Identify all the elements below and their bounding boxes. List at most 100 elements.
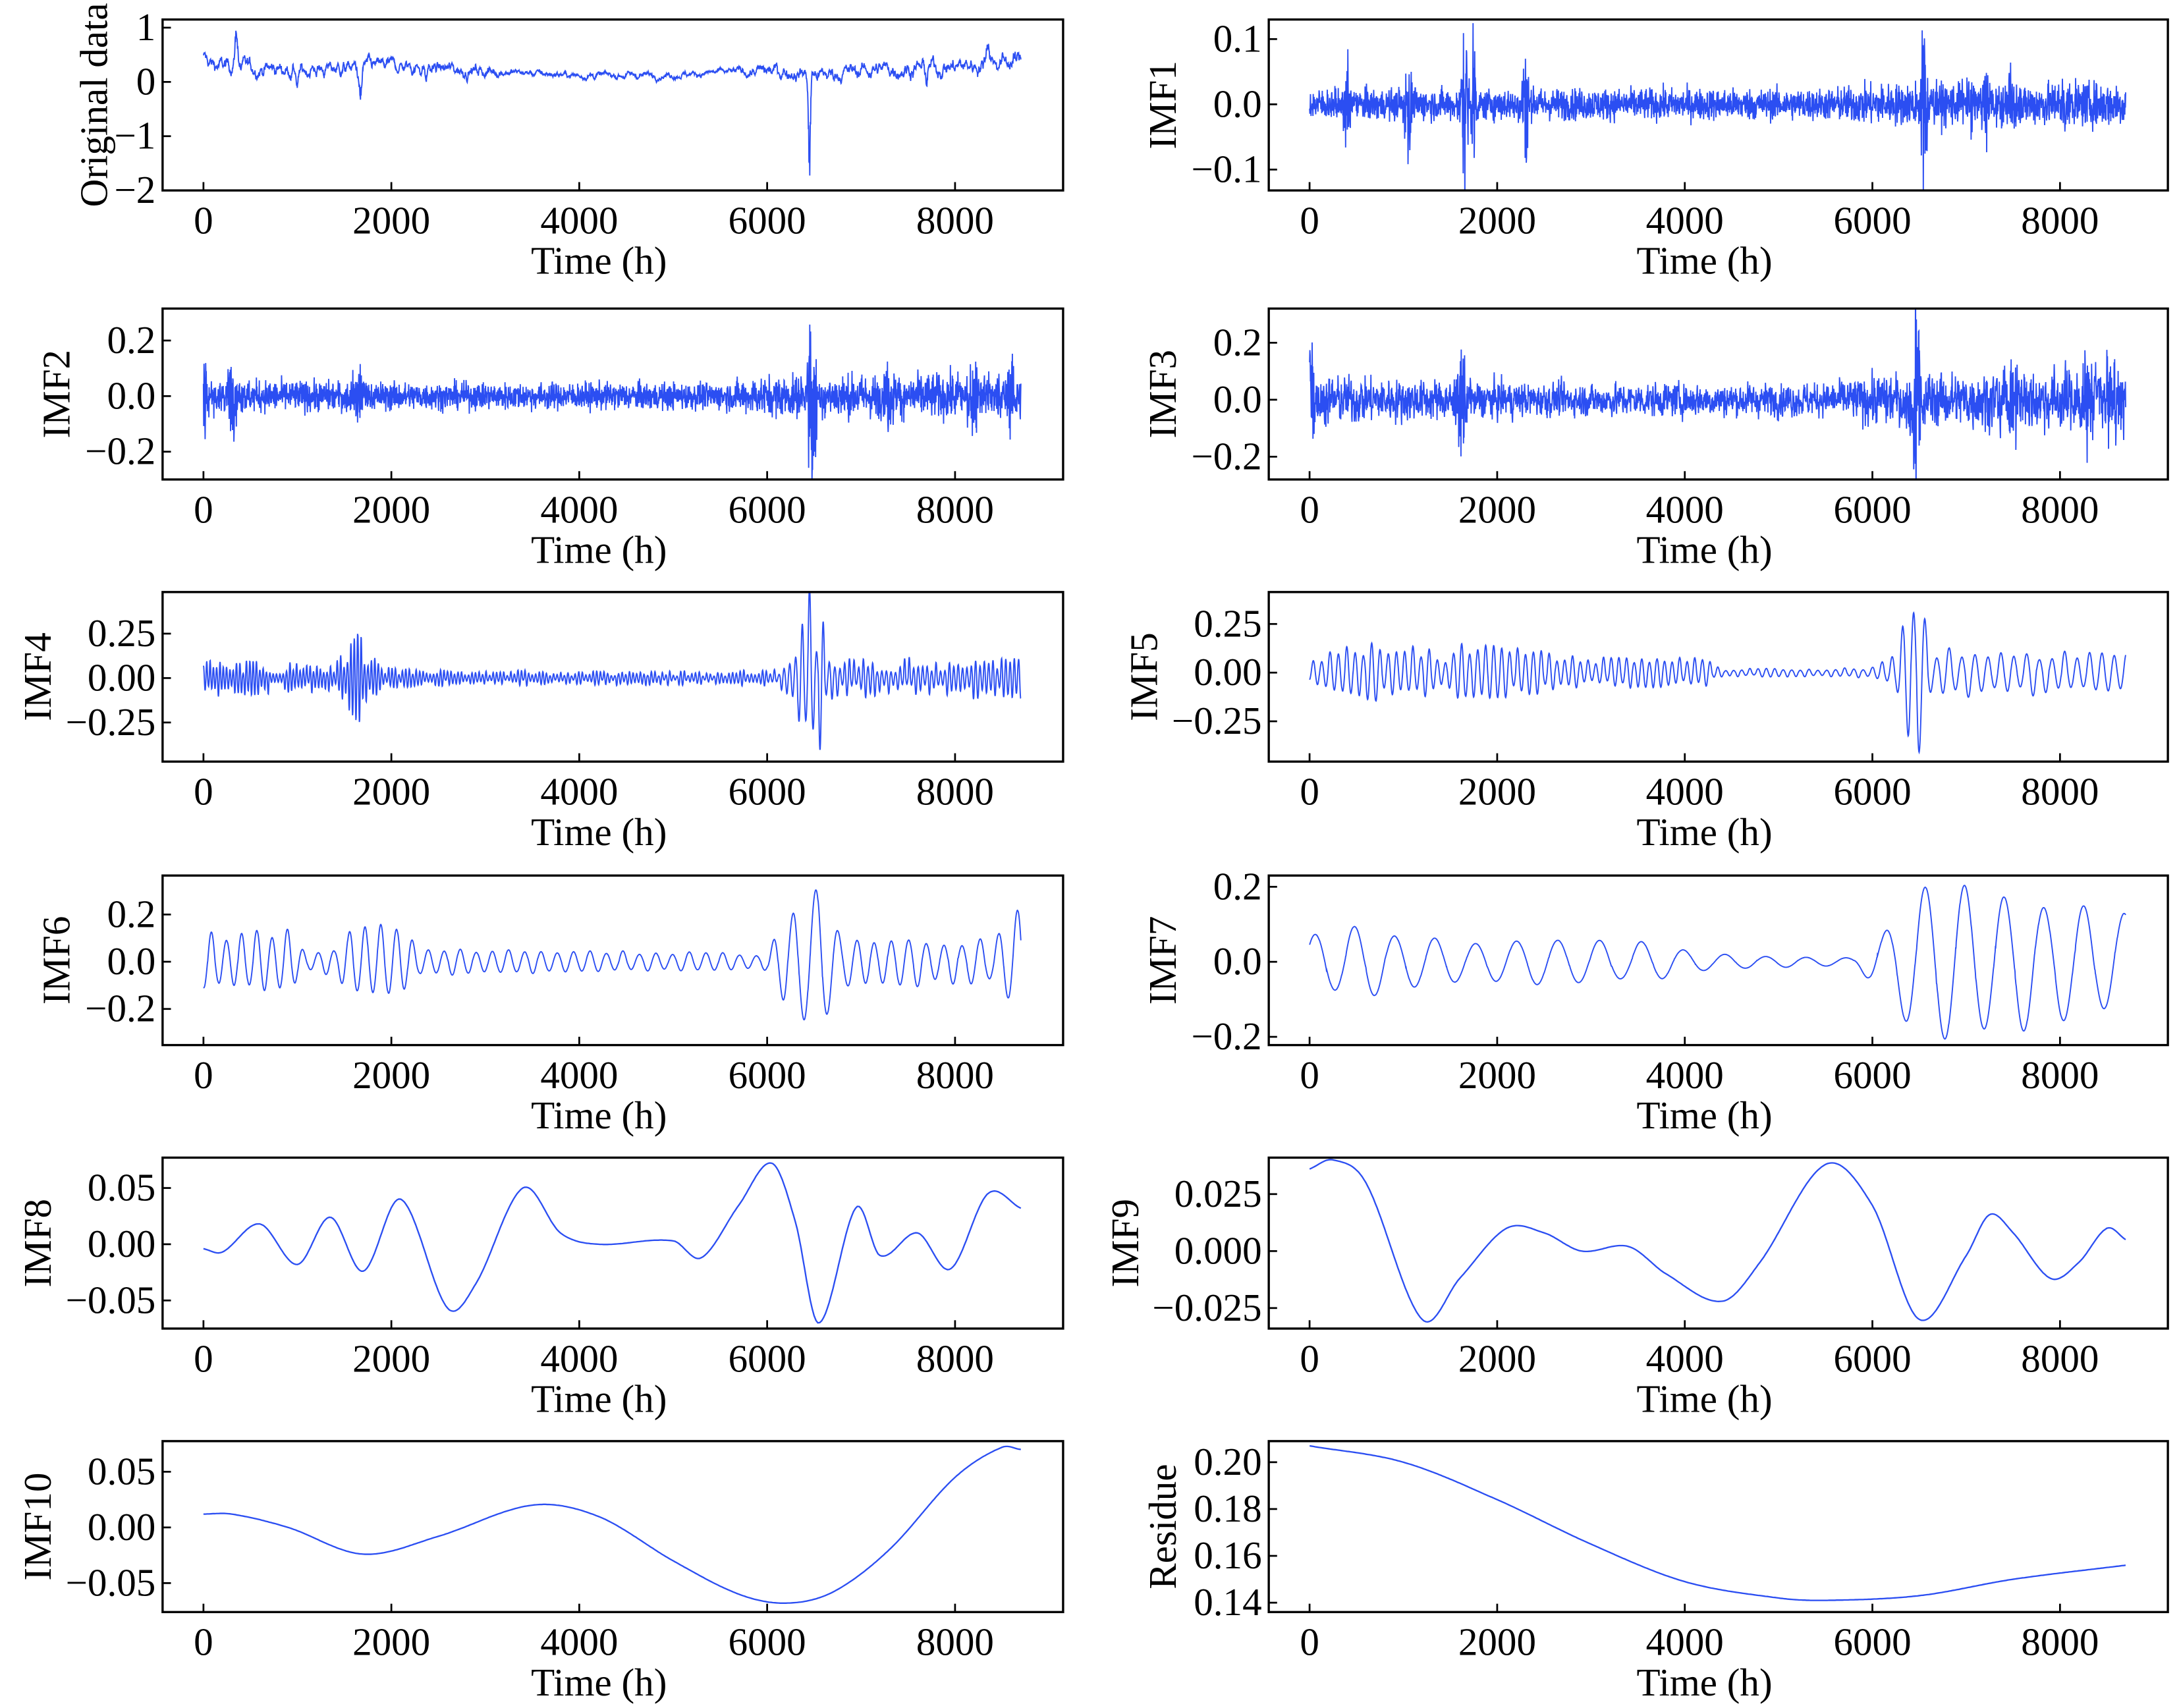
y-tick-label: −0.1: [1191, 147, 1261, 190]
data-series-line: [1309, 885, 2126, 1040]
data-series-line: [203, 1162, 1022, 1324]
x-tick-label: 8000: [916, 487, 994, 531]
y-axis-label: IMF10: [16, 1473, 59, 1581]
x-axis-label: Time (h): [1636, 1661, 1772, 1704]
y-tick-label: 0.2: [107, 892, 155, 935]
x-tick-label: 2000: [1458, 1053, 1536, 1097]
x-tick-label: 8000: [2021, 770, 2099, 813]
x-tick-label: 6000: [1833, 1336, 1911, 1380]
x-tick-label: 4000: [1646, 1336, 1724, 1380]
x-axis-label: Time (h): [1636, 1377, 1772, 1421]
x-tick-label: 0: [194, 1336, 213, 1380]
data-series-line: [202, 592, 1022, 750]
x-tick-label: 2000: [352, 1336, 430, 1380]
subplot-imf1: 0 2000 4000 6000 8000 −0.1 0.0 0.1 Time (h) IMF1: [1141, 16, 2169, 283]
y-tick-label: 0.025: [1174, 1172, 1262, 1215]
x-axis-label: Time (h): [531, 1377, 667, 1421]
y-tick-label: 0.2: [1213, 320, 1262, 364]
data-series-line: [1309, 1445, 2126, 1601]
x-tick-label: 6000: [1833, 487, 1911, 531]
data-series-line: [202, 30, 1022, 176]
x-tick-label: 0: [1300, 1336, 1319, 1380]
x-tick-label: 4000: [540, 770, 618, 813]
y-tick-label: 0.0: [107, 939, 155, 983]
data-series-line: [1309, 1159, 2126, 1323]
axes-frame: [1267, 591, 2169, 763]
x-tick-label: 2000: [352, 770, 430, 813]
y-axis-label: IMF3: [1141, 350, 1184, 439]
subplot-imf2: 0 2000 4000 6000 8000 −0.2 0.0 0.2 Time (h) IMF2: [34, 307, 1064, 572]
x-tick-label: 8000: [2021, 1336, 2099, 1380]
x-tick-label: 8000: [2021, 1053, 2099, 1097]
x-tick-label: 8000: [916, 199, 994, 242]
y-tick-label: 0.05: [88, 1449, 155, 1493]
y-axis-label: Residue: [1141, 1464, 1184, 1589]
x-tick-label: 2000: [352, 487, 430, 531]
x-tick-label: 6000: [1833, 199, 1911, 242]
subplot-imf4: 0 2000 4000 6000 8000 −0.250.000.25 Time (h) IM…: [16, 591, 1064, 854]
y-tick-label: 0.25: [1194, 601, 1261, 645]
y-axis-label: IMF2: [34, 350, 78, 439]
y-tick-label: 0.25: [88, 611, 155, 655]
axes-frame: [1267, 1440, 2169, 1614]
y-tick-label: 0.20: [1194, 1440, 1261, 1483]
x-tick-label: 6000: [729, 1053, 806, 1097]
x-tick-label: 4000: [1646, 487, 1724, 531]
y-tick-label: −1: [114, 114, 155, 157]
subplot-imf3: 0 2000 4000 6000 8000 −0.2 0.0 0.2 Time (h) IMF3: [1141, 307, 2169, 572]
x-tick-label: 4000: [1646, 1620, 1724, 1664]
y-tick-label: 0.0: [107, 373, 155, 417]
y-tick-label: 0.16: [1194, 1533, 1261, 1577]
axes-frame: [161, 1156, 1064, 1330]
x-tick-label: 4000: [540, 487, 618, 531]
x-tick-label: 0: [194, 199, 213, 242]
y-axis-label: IMF4: [16, 632, 59, 721]
x-tick-label: 2000: [1458, 1336, 1536, 1380]
subplot-imf7: 0 2000 4000 6000 8000 −0.2 0.0 0.2 Time (h) IMF7: [1141, 864, 2169, 1137]
x-tick-label: 8000: [2021, 199, 2099, 242]
x-tick-label: 6000: [1833, 1053, 1911, 1097]
x-tick-label: 8000: [916, 1620, 994, 1664]
x-axis-label: Time (h): [1636, 810, 1772, 854]
y-tick-label: −0.25: [1172, 699, 1262, 742]
y-tick-label: −0.05: [66, 1560, 156, 1604]
y-tick-label: −0.2: [1191, 1014, 1261, 1058]
y-axis-label: Original data: [72, 3, 115, 207]
axes-frame: [1267, 1156, 2169, 1330]
x-tick-label: 0: [1300, 1053, 1319, 1097]
x-tick-label: 6000: [729, 199, 806, 242]
x-tick-label: 4000: [540, 1620, 618, 1664]
axes-frame: [161, 18, 1064, 192]
x-tick-label: 0: [194, 1620, 213, 1664]
x-axis-label: Time (h): [531, 810, 667, 854]
y-tick-label: 0.2: [107, 318, 155, 362]
axes-frame: [1267, 307, 2169, 481]
x-axis-label: Time (h): [531, 239, 667, 283]
x-tick-label: 8000: [916, 770, 994, 813]
x-tick-label: 4000: [1646, 770, 1724, 813]
x-tick-label: 4000: [1646, 1053, 1724, 1097]
y-tick-label: 0.000: [1174, 1228, 1262, 1272]
data-series-line: [203, 1445, 1021, 1604]
x-tick-label: 4000: [1646, 199, 1724, 242]
subplot-imf9: 0 2000 4000 6000 8000 −0.025 0.000 0.025 Time (h…: [1103, 1156, 2169, 1421]
y-tick-label: 0: [136, 59, 156, 103]
x-tick-label: 0: [1300, 487, 1319, 531]
x-tick-label: 4000: [540, 1053, 618, 1097]
x-tick-label: 2000: [1458, 199, 1536, 242]
y-tick-label: −0.2: [1191, 434, 1261, 478]
axes-frame: [161, 307, 1064, 481]
y-tick-label: −0.025: [1152, 1286, 1261, 1329]
y-axis-label: IMF1: [1141, 61, 1184, 150]
y-tick-label: 0.00: [88, 655, 155, 699]
axes-frame: [161, 591, 1064, 763]
x-tick-label: 2000: [1458, 487, 1536, 531]
x-tick-label: 6000: [1833, 1620, 1911, 1664]
data-series-line: [203, 889, 1022, 1021]
subplot-imf6: 0 2000 4000 6000 8000 −0.20.00.2 Time (h) IMF6: [34, 874, 1064, 1137]
x-tick-label: 6000: [729, 1336, 806, 1380]
x-axis-label: Time (h): [1636, 1093, 1772, 1137]
x-tick-label: 0: [194, 1053, 213, 1097]
x-tick-label: 0: [1300, 770, 1319, 813]
